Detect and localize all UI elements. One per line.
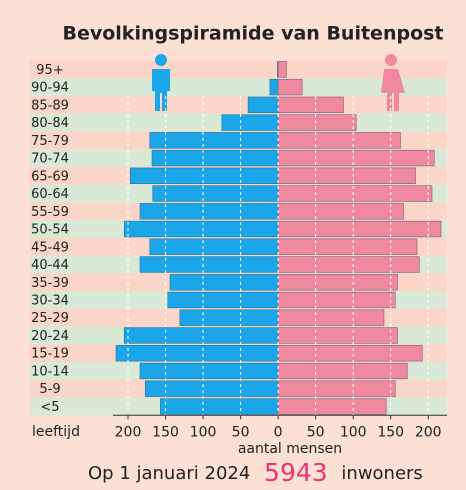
y-tick-label: 30-34 bbox=[31, 293, 69, 308]
bar bbox=[247, 96, 279, 114]
x-tick-label: 0 bbox=[274, 424, 283, 440]
y-tick-label: 15-19 bbox=[31, 347, 69, 362]
bar bbox=[277, 309, 385, 326]
icon-body bbox=[381, 69, 405, 111]
y-tick-label: 35-39 bbox=[31, 276, 69, 291]
y-tick-label: 80-84 bbox=[31, 116, 69, 131]
x-tick-label: 200 bbox=[415, 424, 442, 440]
y-tick-label: 50-54 bbox=[31, 223, 69, 238]
icon-head bbox=[385, 54, 397, 66]
y-tick-label: 90-94 bbox=[31, 81, 69, 96]
bar bbox=[277, 78, 303, 96]
bar bbox=[277, 380, 396, 397]
icon-head bbox=[155, 54, 167, 66]
y-tick-label: 95+ bbox=[36, 63, 63, 78]
bar bbox=[139, 203, 279, 220]
bar bbox=[277, 61, 287, 78]
x-tick-label: 100 bbox=[340, 424, 367, 440]
bar bbox=[139, 362, 279, 380]
icon-body bbox=[152, 69, 170, 111]
y-tick-label: 20-24 bbox=[31, 329, 69, 344]
bar bbox=[144, 380, 279, 397]
bar bbox=[123, 327, 279, 344]
x-axis-label: aantal mensen bbox=[238, 441, 342, 457]
stripes bbox=[30, 60, 447, 416]
bar bbox=[277, 114, 357, 131]
row-stripe bbox=[30, 95, 447, 114]
chart-title: Bevolkingspiramide van Buitenpost bbox=[62, 23, 443, 45]
y-tick-label: <5 bbox=[40, 400, 59, 415]
bar bbox=[149, 132, 279, 149]
bar bbox=[151, 149, 279, 167]
row-stripe bbox=[30, 60, 447, 79]
y-tick-label: 75-79 bbox=[31, 134, 69, 149]
footer-total: 5943 bbox=[264, 458, 328, 487]
x-tick-label: 50 bbox=[307, 424, 325, 440]
y-axis-label: leeftijd bbox=[32, 424, 80, 440]
bar bbox=[149, 238, 279, 255]
y-tick-label: 60-64 bbox=[31, 187, 69, 202]
bar bbox=[277, 327, 398, 344]
bar bbox=[129, 167, 279, 184]
bar bbox=[139, 256, 279, 273]
y-tick-label: 65-69 bbox=[31, 169, 69, 184]
y-tick-label: 85-89 bbox=[31, 98, 69, 113]
row-stripe bbox=[30, 78, 447, 96]
bar bbox=[277, 238, 418, 255]
male-icon bbox=[152, 54, 170, 111]
bar bbox=[277, 345, 423, 362]
footer-before: Op 1 januari 2024 bbox=[88, 463, 250, 484]
bar bbox=[167, 291, 279, 309]
bar bbox=[277, 167, 416, 184]
footer: Op 1 januari 2024 5943 inwoners bbox=[88, 458, 423, 487]
footer-after: inwoners bbox=[341, 463, 422, 484]
bar bbox=[277, 149, 435, 167]
y-tick-label: 5-9 bbox=[39, 382, 60, 397]
x-tick-label: 50 bbox=[232, 424, 250, 440]
bar bbox=[277, 96, 344, 114]
x-tick-label: 150 bbox=[152, 424, 179, 440]
y-tick-label: 10-14 bbox=[31, 364, 69, 379]
bar bbox=[277, 185, 433, 202]
bar bbox=[115, 345, 279, 362]
y-tick-label: 40-44 bbox=[31, 258, 69, 273]
x-tick-label: 100 bbox=[190, 424, 217, 440]
bar bbox=[152, 185, 279, 202]
y-tick-label: 55-59 bbox=[31, 205, 69, 220]
bar bbox=[277, 291, 396, 309]
bar bbox=[277, 256, 420, 273]
bar bbox=[179, 309, 279, 326]
y-tick-label: 25-29 bbox=[31, 311, 69, 326]
bar bbox=[123, 220, 279, 238]
bar bbox=[159, 398, 279, 415]
bar bbox=[277, 132, 401, 149]
y-tick-label: 45-49 bbox=[31, 240, 69, 255]
bar bbox=[277, 220, 442, 238]
bar bbox=[277, 398, 387, 415]
bar bbox=[277, 362, 408, 380]
female-icon bbox=[381, 54, 405, 111]
bar bbox=[221, 114, 279, 131]
y-tick-label: 70-74 bbox=[31, 152, 69, 167]
x-tick-label: 150 bbox=[377, 424, 404, 440]
bar bbox=[277, 274, 398, 291]
bar bbox=[277, 203, 404, 220]
x-tick-label: 200 bbox=[115, 424, 142, 440]
bar bbox=[269, 78, 279, 96]
bar bbox=[169, 274, 279, 291]
